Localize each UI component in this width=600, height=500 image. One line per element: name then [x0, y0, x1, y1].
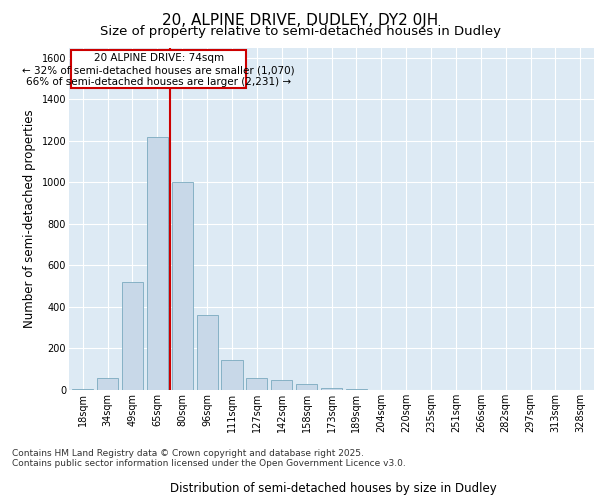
Bar	[147, 137, 168, 390]
FancyBboxPatch shape	[71, 50, 245, 88]
Bar	[296, 384, 317, 390]
Bar	[97, 378, 118, 390]
Bar	[72, 389, 93, 390]
Text: 66% of semi-detached houses are larger (2,231) →: 66% of semi-detached houses are larger (…	[26, 77, 291, 87]
Bar	[346, 389, 367, 390]
Text: Contains HM Land Registry data © Crown copyright and database right 2025.: Contains HM Land Registry data © Crown c…	[12, 448, 364, 458]
Bar	[246, 378, 268, 390]
Text: Distribution of semi-detached houses by size in Dudley: Distribution of semi-detached houses by …	[170, 482, 496, 495]
Bar	[321, 388, 342, 390]
Bar	[197, 316, 218, 390]
Text: Size of property relative to semi-detached houses in Dudley: Size of property relative to semi-detach…	[100, 25, 500, 38]
Bar	[271, 380, 292, 390]
Text: ← 32% of semi-detached houses are smaller (1,070): ← 32% of semi-detached houses are smalle…	[22, 65, 295, 75]
Y-axis label: Number of semi-detached properties: Number of semi-detached properties	[23, 110, 36, 328]
Text: 20 ALPINE DRIVE: 74sqm: 20 ALPINE DRIVE: 74sqm	[94, 54, 224, 64]
Bar	[172, 182, 193, 390]
Bar	[122, 282, 143, 390]
Text: 20, ALPINE DRIVE, DUDLEY, DY2 0JH: 20, ALPINE DRIVE, DUDLEY, DY2 0JH	[162, 12, 438, 28]
Bar	[221, 360, 242, 390]
Text: Contains public sector information licensed under the Open Government Licence v3: Contains public sector information licen…	[12, 458, 406, 468]
